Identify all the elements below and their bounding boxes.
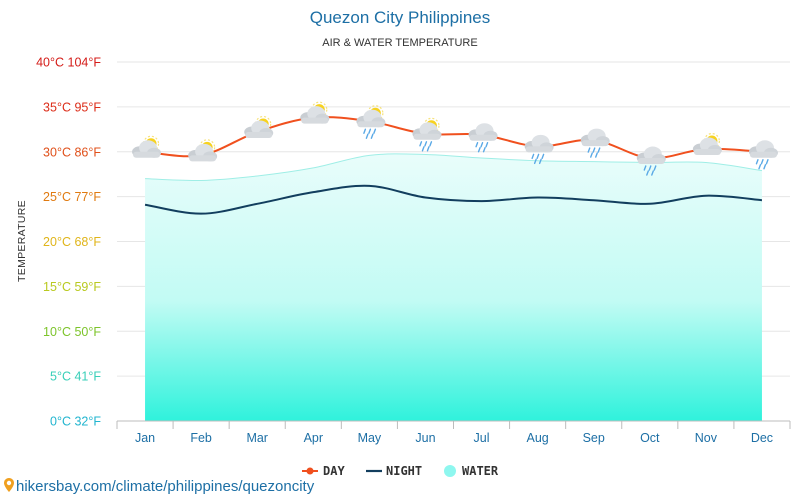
sun-cloud-icon — [132, 135, 162, 158]
y-tick-label: 20°C 68°F — [43, 235, 101, 249]
y-axis-label: TEMPERATURE — [16, 200, 28, 282]
y-tick-label: 0°C 32°F — [50, 415, 101, 429]
y-tick-label: 35°C 95°F — [43, 100, 101, 114]
y-tick-label: 15°C 59°F — [43, 280, 101, 294]
night-line — [144, 184, 763, 215]
x-tick-label: Aug — [527, 431, 549, 445]
water-area — [145, 153, 762, 421]
x-tick-label: Jun — [415, 431, 435, 445]
sun-cloud-icon — [188, 139, 218, 162]
rain-cloud-icon — [468, 123, 498, 153]
legend: DAY NIGHT WATER — [302, 464, 499, 478]
source-text: hikersbay.com/climate/philippines/quezon… — [16, 478, 315, 495]
y-tick-label: 10°C 50°F — [43, 325, 101, 339]
source-link[interactable]: hikersbay.com/climate/philippines/quezon… — [4, 478, 314, 495]
legend-day[interactable]: DAY — [302, 464, 345, 478]
legend-day-marker — [306, 467, 314, 475]
legend-water-marker — [444, 465, 456, 477]
legend-water[interactable]: WATER — [444, 464, 499, 478]
y-tick-label: 30°C 86°F — [43, 145, 101, 159]
chart-subtitle: AIR & WATER TEMPERATURE — [322, 37, 477, 49]
night-series — [144, 184, 763, 215]
x-tick-label: Jan — [135, 431, 155, 445]
sun-rain-cloud-icon — [412, 117, 442, 152]
y-tick-label: 5°C 41°F — [50, 370, 101, 384]
x-tick-label: Mar — [246, 431, 268, 445]
legend-day-label: DAY — [323, 464, 345, 478]
legend-night-label: NIGHT — [386, 464, 422, 478]
chart-title: Quezon City Philippines — [310, 8, 490, 27]
y-tick-label: 25°C 77°F — [43, 190, 101, 204]
x-tick-label: Dec — [751, 431, 773, 445]
sun-rain-cloud-icon — [356, 105, 386, 139]
x-axis: Jan Feb Mar Apr May Jun Jul Aug Sep Oct Nov Dec — [116, 420, 791, 445]
rain-cloud-icon — [524, 134, 554, 165]
x-tick-label: Sep — [583, 431, 605, 445]
legend-water-label: WATER — [462, 464, 499, 478]
x-tick-label: Feb — [190, 431, 212, 445]
rain-cloud-icon — [748, 140, 778, 170]
y-tick-label: 40°C 104°F — [36, 56, 101, 70]
water-series — [145, 153, 763, 421]
rain-cloud-icon — [580, 128, 610, 158]
x-tick-label: Jul — [474, 431, 490, 445]
x-tick-label: Oct — [640, 431, 660, 445]
y-tick-labels: 0°C 32°F 5°C 41°F 10°C 50°F 15°C 59°F 20°C 6… — [36, 56, 101, 429]
x-tick-label: May — [358, 431, 382, 445]
sun-cloud-icon — [244, 115, 274, 139]
x-tick-label: Nov — [695, 431, 718, 445]
sun-cloud-icon — [692, 132, 722, 156]
location-pin-icon — [4, 478, 14, 492]
sun-cloud-icon — [300, 101, 330, 124]
legend-night[interactable]: NIGHT — [366, 464, 422, 478]
x-tick-label: Apr — [304, 431, 323, 445]
